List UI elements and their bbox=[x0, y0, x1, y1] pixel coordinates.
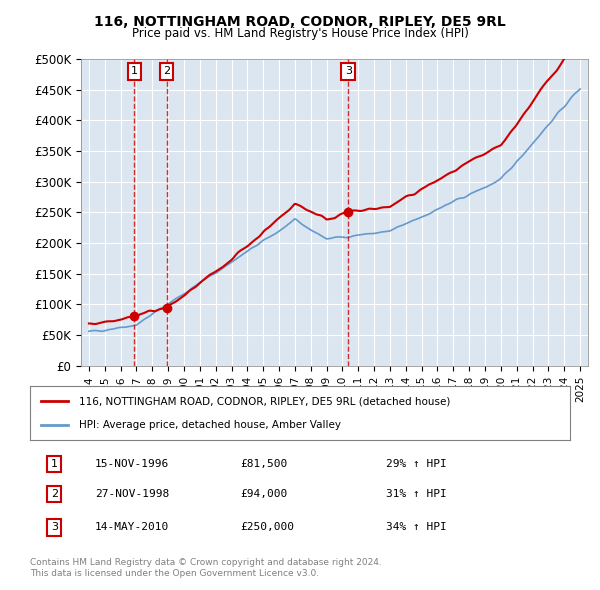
Text: 1: 1 bbox=[51, 459, 58, 469]
Text: HPI: Average price, detached house, Amber Valley: HPI: Average price, detached house, Ambe… bbox=[79, 419, 341, 430]
Text: 3: 3 bbox=[51, 522, 58, 532]
Text: 116, NOTTINGHAM ROAD, CODNOR, RIPLEY, DE5 9RL: 116, NOTTINGHAM ROAD, CODNOR, RIPLEY, DE… bbox=[94, 15, 506, 29]
Text: 1: 1 bbox=[131, 66, 138, 76]
Text: 14-MAY-2010: 14-MAY-2010 bbox=[95, 522, 169, 532]
Text: 29% ↑ HPI: 29% ↑ HPI bbox=[386, 459, 447, 469]
Text: 116, NOTTINGHAM ROAD, CODNOR, RIPLEY, DE5 9RL (detached house): 116, NOTTINGHAM ROAD, CODNOR, RIPLEY, DE… bbox=[79, 396, 450, 407]
Text: 2: 2 bbox=[51, 489, 58, 499]
Text: 31% ↑ HPI: 31% ↑ HPI bbox=[386, 489, 447, 499]
Text: £250,000: £250,000 bbox=[241, 522, 295, 532]
Text: 27-NOV-1998: 27-NOV-1998 bbox=[95, 489, 169, 499]
Text: £81,500: £81,500 bbox=[241, 459, 288, 469]
Text: Price paid vs. HM Land Registry's House Price Index (HPI): Price paid vs. HM Land Registry's House … bbox=[131, 27, 469, 40]
Text: £94,000: £94,000 bbox=[241, 489, 288, 499]
Text: 15-NOV-1996: 15-NOV-1996 bbox=[95, 459, 169, 469]
Text: This data is licensed under the Open Government Licence v3.0.: This data is licensed under the Open Gov… bbox=[30, 569, 319, 578]
Text: Contains HM Land Registry data © Crown copyright and database right 2024.: Contains HM Land Registry data © Crown c… bbox=[30, 558, 382, 566]
Text: 2: 2 bbox=[163, 66, 170, 76]
Text: 34% ↑ HPI: 34% ↑ HPI bbox=[386, 522, 447, 532]
Text: 3: 3 bbox=[345, 66, 352, 76]
